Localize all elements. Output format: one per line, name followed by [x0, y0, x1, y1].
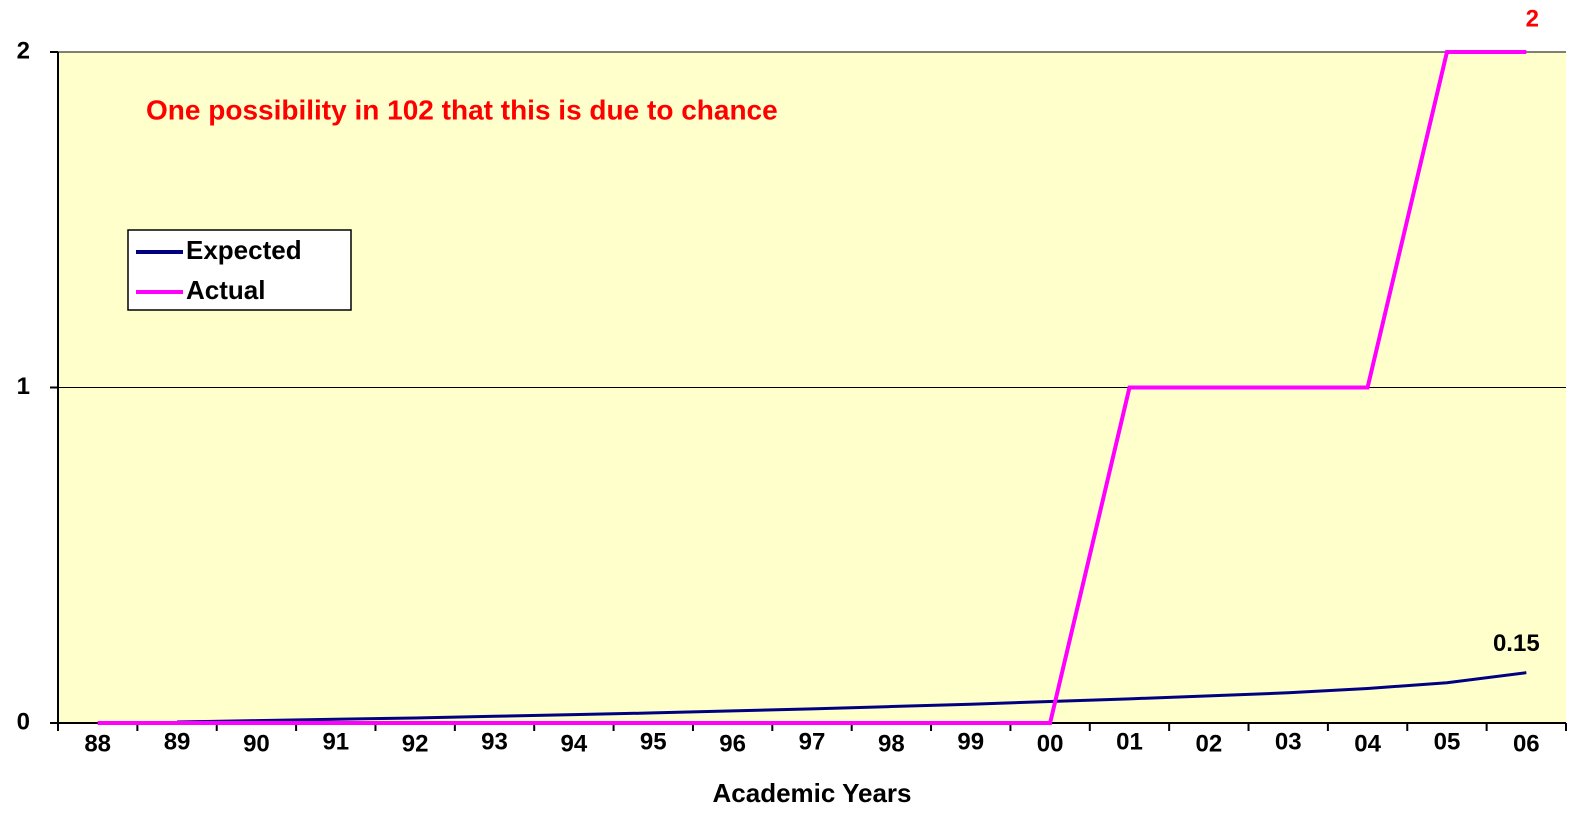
series-line	[177, 671, 1527, 724]
x-tick-label: 95	[640, 728, 667, 755]
legend-label: Actual	[186, 275, 265, 305]
x-tick-label: 89	[164, 728, 191, 755]
x-tick-label: 93	[481, 728, 508, 755]
annotation: One possibility in 102 that this is due …	[146, 94, 778, 125]
x-tick-label: 02	[1195, 730, 1222, 757]
legend-label: Expected	[186, 235, 302, 265]
x-tick-label: 00	[1037, 730, 1064, 757]
x-tick-label: 97	[799, 728, 826, 755]
x-tick-label: 94	[561, 730, 588, 757]
x-tick-label: 04	[1354, 730, 1381, 757]
y-tick-label: 1	[17, 373, 30, 400]
x-axis-title: Academic Years	[713, 778, 912, 808]
x-tick-label: 91	[322, 728, 349, 755]
x-tick-label: 96	[719, 730, 746, 757]
data-label: 2	[1526, 5, 1539, 32]
legend-box	[127, 229, 352, 311]
series-line	[97, 50, 1527, 725]
x-tick-label: 90	[243, 730, 270, 757]
x-tick-label: 88	[84, 730, 111, 757]
data-label: 0.15	[1493, 630, 1540, 657]
x-tick-label: 99	[957, 728, 984, 755]
y-tick-label: 2	[17, 37, 30, 64]
x-tick-label: 98	[878, 730, 905, 757]
x-tick-label: 06	[1513, 730, 1540, 757]
x-tick-label: 05	[1434, 728, 1461, 755]
y-tick-label: 0	[17, 708, 30, 735]
x-tick-label: 92	[402, 730, 429, 757]
x-tick-label: 01	[1116, 728, 1143, 755]
x-tick-label: 03	[1275, 728, 1302, 755]
